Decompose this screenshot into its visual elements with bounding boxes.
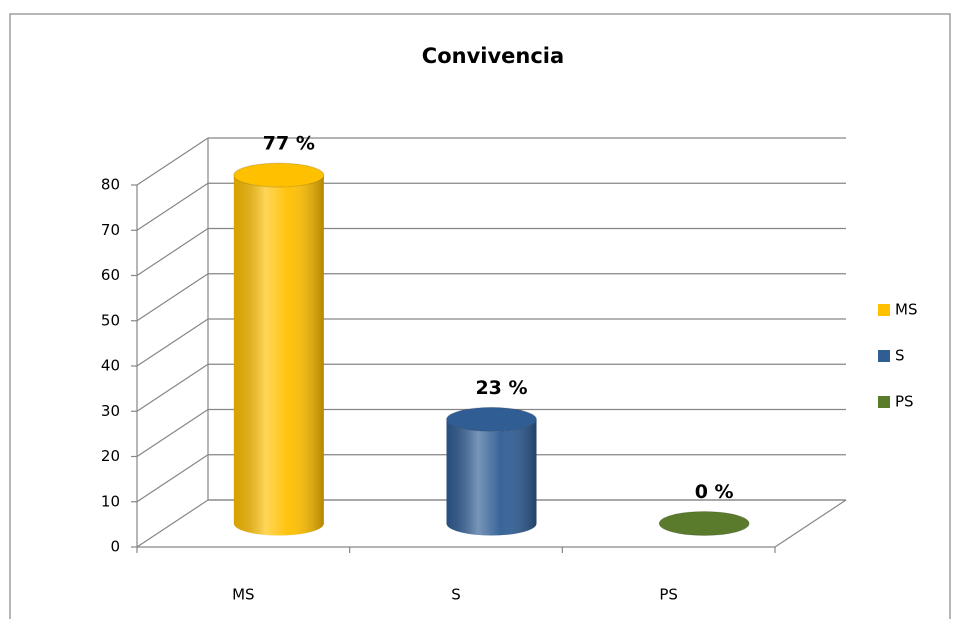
bar-top [446, 406, 537, 432]
value-label: 0 % [695, 481, 734, 503]
x-tick-label: PS [659, 586, 678, 604]
x-tick-label: MS [232, 586, 254, 604]
bar-top [658, 511, 750, 536]
y-tick-label: 30 [101, 402, 120, 420]
chart-title: Convivencia [422, 44, 564, 68]
bar [446, 406, 537, 536]
y-tick-label: 40 [101, 357, 120, 375]
x-tick-label: S [451, 586, 461, 604]
grid-line [136, 363, 209, 412]
value-label: 77 % [263, 133, 315, 155]
grid-line [136, 273, 209, 322]
y-tick-label: 10 [101, 492, 120, 510]
bar [233, 162, 325, 536]
y-tick-label: 60 [101, 266, 120, 284]
grid-line [136, 182, 209, 231]
grid-line [136, 408, 209, 458]
value-label: 23 % [475, 377, 527, 399]
bar-shade [446, 419, 537, 536]
y-tick-label: 50 [101, 311, 120, 329]
legend-label: MS [895, 301, 917, 319]
bar [658, 511, 750, 536]
y-tick-label: 80 [101, 176, 120, 194]
floor-edge [774, 499, 847, 548]
grid-line [136, 227, 209, 277]
y-tick-label: 20 [101, 447, 120, 465]
legend-swatch [878, 304, 890, 316]
y-tick-label: 0 [110, 538, 120, 556]
legend-swatch [878, 350, 890, 362]
grid-line [136, 454, 209, 503]
y-tick-label: 70 [101, 221, 120, 239]
legend-swatch [878, 396, 890, 408]
grid-line [136, 499, 209, 548]
bar-top [233, 162, 325, 188]
grid-line [136, 318, 209, 367]
legend-label: PS [895, 393, 914, 411]
bar-shade [233, 175, 324, 536]
grid-line [136, 137, 209, 186]
legend-label: S [895, 347, 905, 365]
